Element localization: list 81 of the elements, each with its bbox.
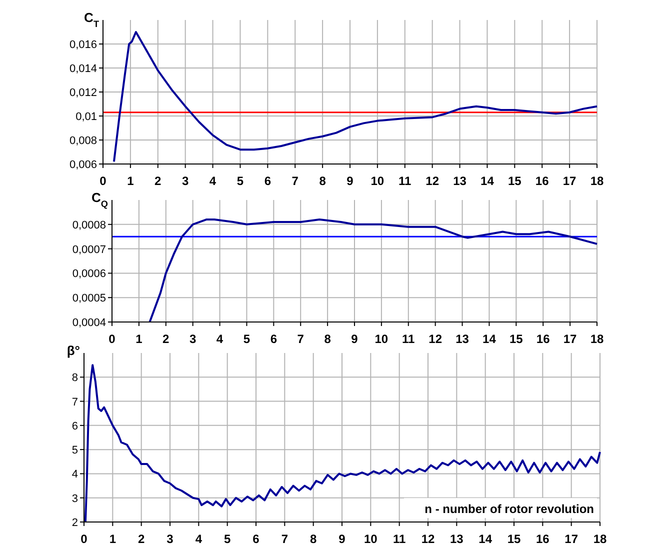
x-tick-label: 13 <box>456 332 470 346</box>
x-tick-label: 16 <box>536 532 550 546</box>
x-tick-label: 15 <box>508 174 522 188</box>
x-tick-label: 11 <box>402 332 416 346</box>
x-tick-label: 14 <box>482 332 496 346</box>
x-tick-label: 10 <box>374 332 388 346</box>
x-tick-label: 7 <box>292 174 299 188</box>
x-tick-label: 5 <box>243 332 250 346</box>
y-tick-label: 0,01 <box>76 111 97 123</box>
x-tick-label: 18 <box>593 532 607 546</box>
x-tick-label: 6 <box>252 532 260 546</box>
x-tick-label: 15 <box>509 332 524 346</box>
x-tick-label: 4 <box>209 174 216 188</box>
y-tick-label: 0,014 <box>69 63 97 75</box>
y-tick-label: 6 <box>72 420 78 432</box>
y-tick-label: 5 <box>72 444 78 457</box>
x-tick-label: 14 <box>480 174 494 188</box>
y-tick-label: 3 <box>72 492 78 505</box>
y-axis-title: C$_{T}$ <box>84 10 100 29</box>
x-tick-label: 15 <box>507 532 521 546</box>
x-tick-label: 11 <box>392 532 406 546</box>
y-tick-label: 0,0004 <box>72 317 106 329</box>
y-tick-label: 7 <box>72 396 78 408</box>
y-tick-label: 0,0007 <box>72 244 106 256</box>
x-tick-label: 17 <box>564 532 578 546</box>
line-series <box>112 31 598 163</box>
y-axis-title: β° <box>66 343 80 358</box>
x-tick-label: 3 <box>189 332 196 346</box>
x-tick-label: 11 <box>398 174 412 188</box>
x-tick-label: 0 <box>80 532 88 546</box>
x-tick-label: 0 <box>100 174 107 188</box>
x-tick-label: 6 <box>264 174 272 188</box>
x-tick-label: 1 <box>127 174 134 188</box>
y-axis-title: C$_{Q}$ <box>92 190 108 209</box>
x-tick-label: 7 <box>297 332 304 346</box>
y-tick-label: 0,0006 <box>72 268 106 280</box>
x-tick-label: 5 <box>224 532 231 546</box>
x-tick-label: 10 <box>364 532 378 546</box>
x-tick-label: 0 <box>108 332 116 346</box>
x-tick-label: 4 <box>216 332 224 346</box>
x-tick-label: 9 <box>338 532 346 546</box>
x-tick-label: 8 <box>319 174 326 188</box>
y-tick-label: 0,012 <box>69 87 97 99</box>
x-tick-label: 5 <box>236 174 244 188</box>
x-tick-label: 6 <box>270 332 278 346</box>
x-tick-label: 16 <box>535 174 550 188</box>
x-tick-label: 2 <box>162 332 170 346</box>
x-tick-label: 4 <box>195 532 202 546</box>
line-series <box>148 218 598 323</box>
y-tick-label: 0,008 <box>69 135 97 147</box>
x-tick-label: 17 <box>563 332 578 346</box>
x-tick-label: 14 <box>478 532 492 546</box>
x-tick-label: 9 <box>346 174 354 188</box>
x-tick-label: 7 <box>281 532 288 546</box>
x-tick-label: 13 <box>450 532 464 546</box>
x-tick-label: 10 <box>370 174 384 188</box>
x-tick-label: 12 <box>428 332 442 346</box>
x-tick-label: 3 <box>166 532 174 546</box>
y-tick-label: 0,0008 <box>72 219 106 232</box>
x-tick-label: 8 <box>310 532 317 546</box>
x-tick-label: 13 <box>453 174 467 188</box>
x-tick-label: 17 <box>562 174 577 188</box>
x-tick-label: 2 <box>154 174 162 188</box>
x-tick-label: 1 <box>109 532 116 546</box>
x-tick-label: 3 <box>182 174 189 188</box>
x-tick-label: 12 <box>426 174 440 188</box>
x-tick-label: 9 <box>351 332 358 346</box>
x-tick-label: 18 <box>590 332 604 346</box>
x-tick-label: 8 <box>324 332 332 346</box>
y-tick-label: 0,016 <box>69 39 97 51</box>
x-tick-label: 18 <box>590 174 604 188</box>
x-axis-title: n - number of rotor revolution <box>424 502 594 516</box>
y-tick-label: 0,006 <box>69 159 97 171</box>
y-tick-label: 4 <box>72 468 78 481</box>
x-tick-label: 2 <box>138 532 145 546</box>
y-tick-label: 8 <box>72 372 78 384</box>
x-tick-label: 16 <box>536 332 550 346</box>
y-tick-label: 2 <box>72 517 78 529</box>
x-tick-label: 1 <box>136 332 143 346</box>
y-tick-label: 0,0005 <box>72 292 106 305</box>
x-tick-label: 12 <box>421 532 435 546</box>
